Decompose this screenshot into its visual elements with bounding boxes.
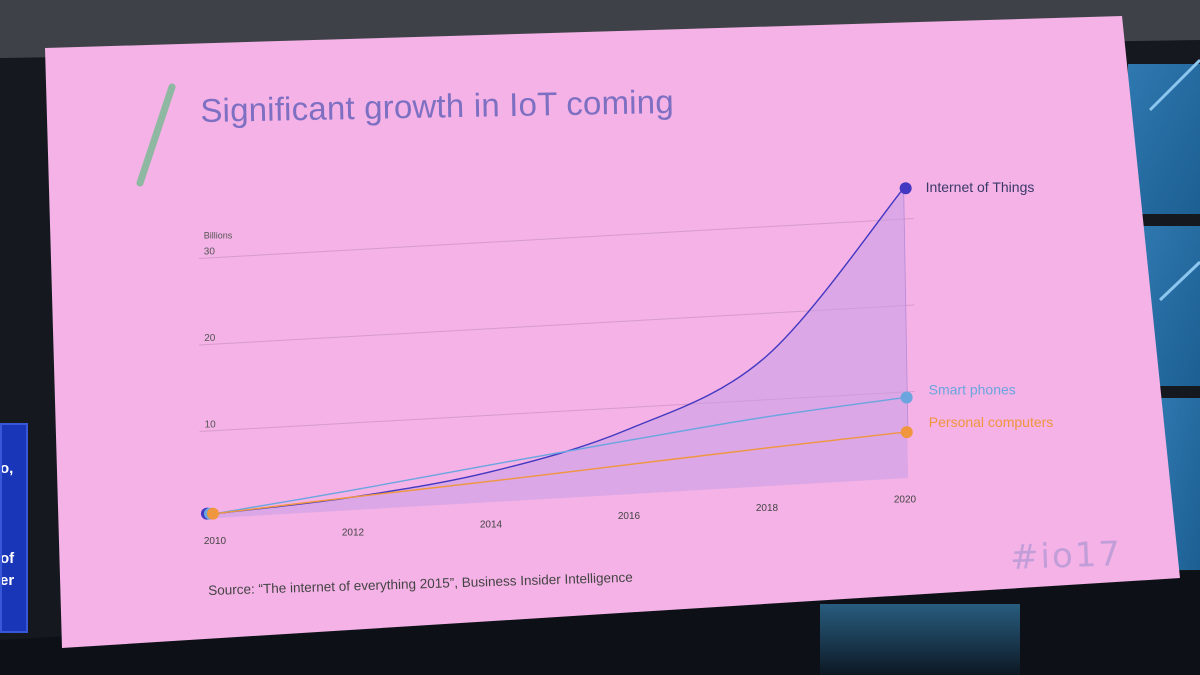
personal-computers-line xyxy=(214,431,905,515)
personal-computers-label: Personal computers xyxy=(929,414,1054,430)
personal-computers-start-marker xyxy=(206,507,219,520)
x-tick-label-2014: 2014 xyxy=(480,519,503,530)
side-sign-text-3: er xyxy=(0,572,15,589)
side-sign-text-1: o, xyxy=(0,460,14,477)
smart-phones-end-marker xyxy=(900,391,913,404)
x-tick-label-2020: 2020 xyxy=(894,495,917,506)
slide-surface xyxy=(45,16,1180,648)
gridline-30 xyxy=(198,218,914,259)
accent-bar xyxy=(136,83,176,187)
y-tick-label: 10 xyxy=(205,420,217,431)
x-tick-label-2012: 2012 xyxy=(342,528,365,539)
gridline-20 xyxy=(199,304,915,346)
smart-phones-line xyxy=(214,396,905,515)
internet-of-things-end-marker xyxy=(899,182,912,195)
x-tick-label-2018: 2018 xyxy=(756,503,779,514)
side-sign: o, of er xyxy=(0,423,28,633)
side-sign-text-2: of xyxy=(0,550,15,567)
y-tick-label: 20 xyxy=(204,333,216,344)
io17-logo: #io17 xyxy=(1009,534,1123,578)
x-tick-label-2010: 2010 xyxy=(204,536,227,547)
internet-of-things-label: Internet of Things xyxy=(926,179,1035,195)
smart-phones-label: Smart phones xyxy=(929,382,1016,398)
y-tick-label: 30 xyxy=(204,247,216,258)
personal-computers-end-marker xyxy=(900,426,913,439)
x-tick-label-2016: 2016 xyxy=(618,511,641,522)
iot-area-fill xyxy=(214,188,909,518)
y-axis-label: Billions xyxy=(204,231,233,241)
